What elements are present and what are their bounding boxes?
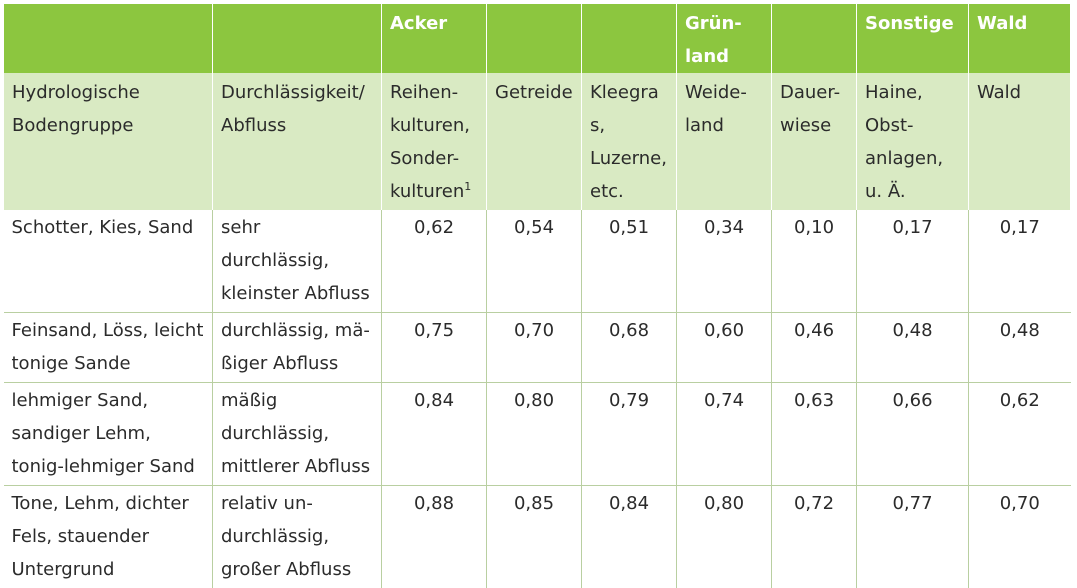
cell-value: 0,79 <box>582 383 677 486</box>
table-row: Feinsand, Löss, leicht tonige Sande durc… <box>4 313 1071 383</box>
cell-value: 0,17 <box>969 210 1071 313</box>
group-header-acker: Acker <box>382 4 487 73</box>
column-header-row: Hydrologische Bodengruppe Durchlässigkei… <box>4 73 1071 210</box>
footnote-marker: 1 <box>464 180 471 193</box>
cell-value: 0,10 <box>772 210 857 313</box>
cell-bodengruppe: Feinsand, Löss, leicht tonige Sande <box>4 313 213 383</box>
column-header-wald: Wald <box>969 73 1071 210</box>
cell-value: 0,51 <box>582 210 677 313</box>
cell-value: 0,84 <box>382 383 487 486</box>
cell-value: 0,66 <box>857 383 969 486</box>
group-header-row: Acker Grün- land Sonstige Wald <box>4 4 1071 73</box>
group-header-empty-5 <box>772 4 857 73</box>
cell-value: 0,54 <box>487 210 582 313</box>
cell-value: 0,68 <box>582 313 677 383</box>
group-header-empty-2 <box>213 4 382 73</box>
cell-value: 0,63 <box>772 383 857 486</box>
cell-value: 0,70 <box>487 313 582 383</box>
cell-value: 0,74 <box>677 383 772 486</box>
column-header-getreide: Getreide <box>487 73 582 210</box>
column-header-reihenkulturen-label: Reihen- kulturen, Sonder- kulturen <box>390 82 470 202</box>
table-row: lehmiger Sand, sandiger Lehm, tonig-lehm… <box>4 383 1071 486</box>
cell-value: 0,62 <box>969 383 1071 486</box>
column-header-weideland: Weide- land <box>677 73 772 210</box>
cell-value: 0,80 <box>677 486 772 588</box>
cell-value: 0,17 <box>857 210 969 313</box>
cell-value: 0,72 <box>772 486 857 588</box>
column-header-dauerwiese: Dauer- wiese <box>772 73 857 210</box>
group-header-empty-1 <box>4 4 213 73</box>
abflussbeiwert-table: Acker Grün- land Sonstige Wald Hydrologi… <box>3 4 1071 588</box>
cell-durchlaessigkeit: mäßig durchlässig, mittlerer Abfluss <box>213 383 382 486</box>
column-header-reihenkulturen: Reihen- kulturen, Sonder- kulturen1 <box>382 73 487 210</box>
cell-value: 0,70 <box>969 486 1071 588</box>
abfluss-table-container: Acker Grün- land Sonstige Wald Hydrologi… <box>3 4 1070 588</box>
cell-bodengruppe: lehmiger Sand, sandiger Lehm, tonig-lehm… <box>4 383 213 486</box>
group-header-sonstige: Sonstige <box>857 4 969 73</box>
table-row: Schotter, Kies, Sand sehr durchlässig, k… <box>4 210 1071 313</box>
group-header-gruenland: Grün- land <box>677 4 772 73</box>
column-header-durchlaessigkeit: Durchlässigkeit/ Abfluss <box>213 73 382 210</box>
cell-value: 0,46 <box>772 313 857 383</box>
cell-durchlaessigkeit: relativ un- durchlässig, großer Abfluss <box>213 486 382 588</box>
cell-bodengruppe: Schotter, Kies, Sand <box>4 210 213 313</box>
cell-value: 0,48 <box>857 313 969 383</box>
cell-value: 0,88 <box>382 486 487 588</box>
cell-bodengruppe: Tone, Lehm, dichter Fels, stauender Unte… <box>4 486 213 588</box>
cell-value: 0,48 <box>969 313 1071 383</box>
table-row: Tone, Lehm, dichter Fels, stauender Unte… <box>4 486 1071 588</box>
group-header-empty-3 <box>487 4 582 73</box>
group-header-empty-4 <box>582 4 677 73</box>
cell-value: 0,60 <box>677 313 772 383</box>
cell-value: 0,34 <box>677 210 772 313</box>
cell-value: 0,85 <box>487 486 582 588</box>
cell-value: 0,84 <box>582 486 677 588</box>
cell-value: 0,77 <box>857 486 969 588</box>
cell-durchlaessigkeit: durchlässig, mä- ßiger Abfluss <box>213 313 382 383</box>
column-header-bodengruppe: Hydrologische Bodengruppe <box>4 73 213 210</box>
cell-value: 0,62 <box>382 210 487 313</box>
column-header-haine: Haine, Obst- anlagen, u. Ä. <box>857 73 969 210</box>
group-header-wald: Wald <box>969 4 1071 73</box>
column-header-kleegras: Kleegras, Luzerne, etc. <box>582 73 677 210</box>
cell-durchlaessigkeit: sehr durchlässig, kleinster Abfluss <box>213 210 382 313</box>
cell-value: 0,75 <box>382 313 487 383</box>
cell-value: 0,80 <box>487 383 582 486</box>
